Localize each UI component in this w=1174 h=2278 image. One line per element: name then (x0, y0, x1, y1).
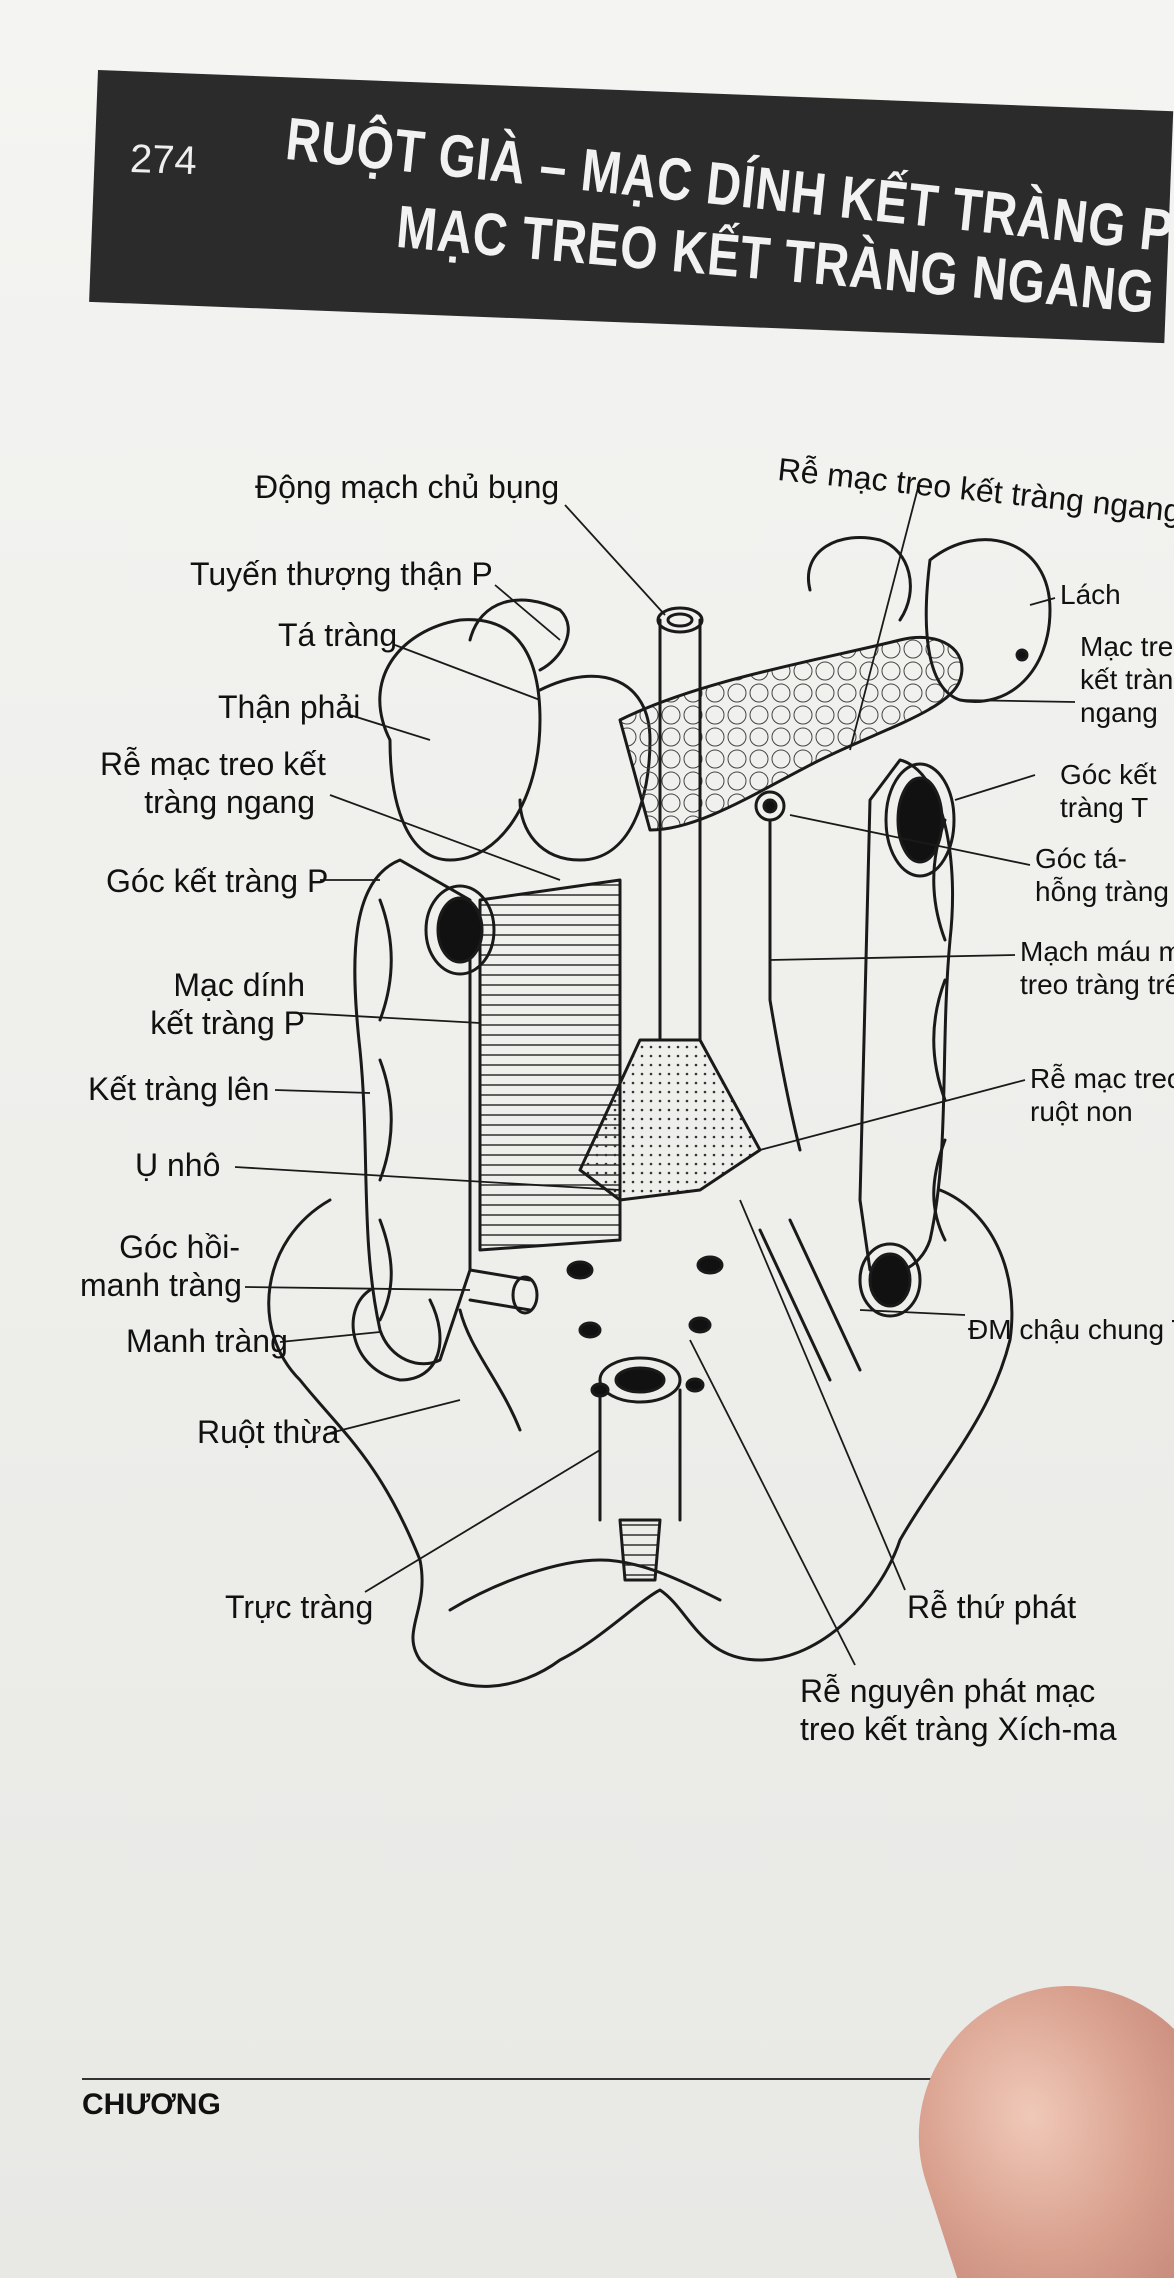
right-kidney (378, 618, 542, 862)
appendix (458, 1308, 522, 1432)
label-line: treo tràng trên (1020, 969, 1174, 1000)
footer-rule (82, 2078, 1092, 2080)
label-line: tràng ngang (144, 784, 315, 820)
pelvis-outline (267, 1188, 1014, 1688)
label-right-colic-flexure: Góc kết tràng P (106, 863, 329, 899)
label-duodenojejunal-flexure: Góc tá- hỗng tràng (1035, 842, 1169, 908)
label-transverse-mesocolon: Mạc treo kết tràng ngang (1080, 630, 1174, 729)
label-line: Mạch máu mạc (1020, 936, 1174, 967)
sacral-foramina (566, 1255, 724, 1398)
label-sigmoid-mesocolon-primary-root: Rễ nguyên phát mạc treo kết tràng Xích-m… (800, 1672, 1117, 1748)
label-line: Rễ nguyên phát mạc (800, 1673, 1096, 1709)
label-line: hỗng tràng (1035, 876, 1169, 907)
label-spleen: Lách (1060, 579, 1121, 610)
label-rectum: Trực tràng (225, 1589, 374, 1625)
label-left-colic-flexure: Góc kết tràng T (1060, 758, 1156, 824)
cecum (351, 1288, 442, 1382)
label-right-kidney: Thận phải (218, 689, 361, 725)
aorta (658, 618, 702, 1042)
label-line: Rễ mạc treo kết (100, 746, 326, 782)
label-line: kết tràng (1080, 664, 1174, 695)
label-ileocecal-angle: Góc hồi- manh tràng (80, 1228, 242, 1304)
label-secondary-root: Rễ thứ phát (907, 1589, 1077, 1625)
label-line: Góc hồi- (119, 1229, 240, 1265)
label-duodenum: Tá tràng (278, 617, 398, 653)
label-line: ruột non (1030, 1096, 1133, 1127)
label-promontory: Ụ nhô (135, 1147, 221, 1183)
label-line: Mạc treo (1080, 631, 1174, 662)
pancreas (618, 635, 964, 832)
label-cecum: Manh tràng (126, 1323, 288, 1359)
label-right-fusion-fascia: Mạc dính kết tràng P (130, 966, 305, 1042)
label-left-common-iliac-artery: ĐM chậu chung T (968, 1314, 1174, 1345)
label-line: kết tràng P (150, 1005, 305, 1041)
right-colic-fusion-fascia (478, 878, 622, 1252)
left-common-iliac-artery (758, 1218, 862, 1382)
label-line: Góc kết (1060, 759, 1157, 790)
footer-chapter: CHƯƠNG (82, 2088, 221, 2121)
label-superior-mesenteric-vessels: Mạch máu mạc treo tràng trên (1020, 935, 1174, 1001)
rectum (598, 1388, 682, 1522)
label-line: Góc tá- (1035, 843, 1127, 874)
label-transverse-mesocolon-root-left: Rễ mạc treo kết tràng ngang (100, 745, 326, 821)
label-small-bowel-mesentery-root: Rễ mạc treo ruột non (1030, 1062, 1174, 1128)
label-line: treo kết tràng Xích-ma (800, 1711, 1117, 1747)
label-line: manh tràng (80, 1267, 242, 1303)
label-abdominal-aorta: Động mạch chủ bụng (255, 469, 560, 505)
label-line: ngang (1080, 697, 1158, 728)
spleen (924, 538, 1052, 703)
label-line: tràng T (1060, 792, 1149, 823)
left-kidney (807, 535, 912, 622)
label-ascending-colon: Kết tràng lên (88, 1071, 270, 1107)
label-line: Mạc dính (173, 967, 305, 1003)
small-bowel-mesentery-root (578, 1038, 762, 1202)
label-line: Rễ mạc treo (1030, 1063, 1174, 1094)
label-appendix: Ruột thừa (197, 1414, 340, 1450)
label-right-adrenal: Tuyến thượng thận P (190, 556, 493, 592)
duodenum (518, 674, 652, 862)
ascending-colon (353, 858, 472, 1366)
